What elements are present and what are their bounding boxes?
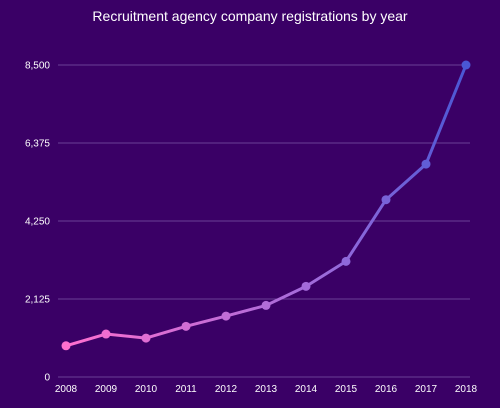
y-tick-label: 8,500 bbox=[25, 61, 50, 72]
grid-lines bbox=[58, 64, 470, 378]
x-tick-label: 2018 bbox=[455, 384, 478, 395]
x-tick-label: 2013 bbox=[255, 384, 278, 395]
data-point bbox=[301, 281, 311, 291]
data-point bbox=[381, 195, 391, 205]
x-tick-label: 2012 bbox=[215, 384, 238, 395]
y-axis-ticks: 0 2,125 4,250 6,375 8,500 bbox=[25, 61, 50, 384]
x-tick-label: 2010 bbox=[135, 384, 158, 395]
x-tick-label: 2014 bbox=[295, 384, 318, 395]
data-point bbox=[421, 159, 431, 169]
data-point bbox=[261, 300, 271, 310]
data-point bbox=[61, 341, 71, 351]
data-point bbox=[221, 311, 231, 321]
x-tick-label: 2016 bbox=[375, 384, 398, 395]
y-tick-label: 2,125 bbox=[25, 295, 50, 306]
x-tick-label: 2015 bbox=[335, 384, 358, 395]
x-tick-label: 2008 bbox=[55, 384, 78, 395]
data-point bbox=[341, 256, 351, 266]
x-axis-ticks: 2008 2009 2010 2011 2012 2013 2014 2015 2016 2017… bbox=[55, 384, 478, 395]
data-point bbox=[181, 321, 191, 331]
x-tick-label: 2009 bbox=[95, 384, 118, 395]
data-point bbox=[141, 333, 151, 343]
data-point bbox=[101, 329, 111, 339]
x-tick-label: 2011 bbox=[175, 384, 197, 395]
data-points bbox=[61, 60, 471, 351]
data-point bbox=[461, 60, 471, 70]
x-tick-label: 2017 bbox=[415, 384, 438, 395]
y-tick-label: 0 bbox=[44, 373, 50, 384]
y-tick-label: 6,375 bbox=[25, 139, 50, 150]
chart-title: Recruitment agency company registrations… bbox=[92, 8, 408, 24]
y-tick-label: 4,250 bbox=[25, 217, 50, 228]
